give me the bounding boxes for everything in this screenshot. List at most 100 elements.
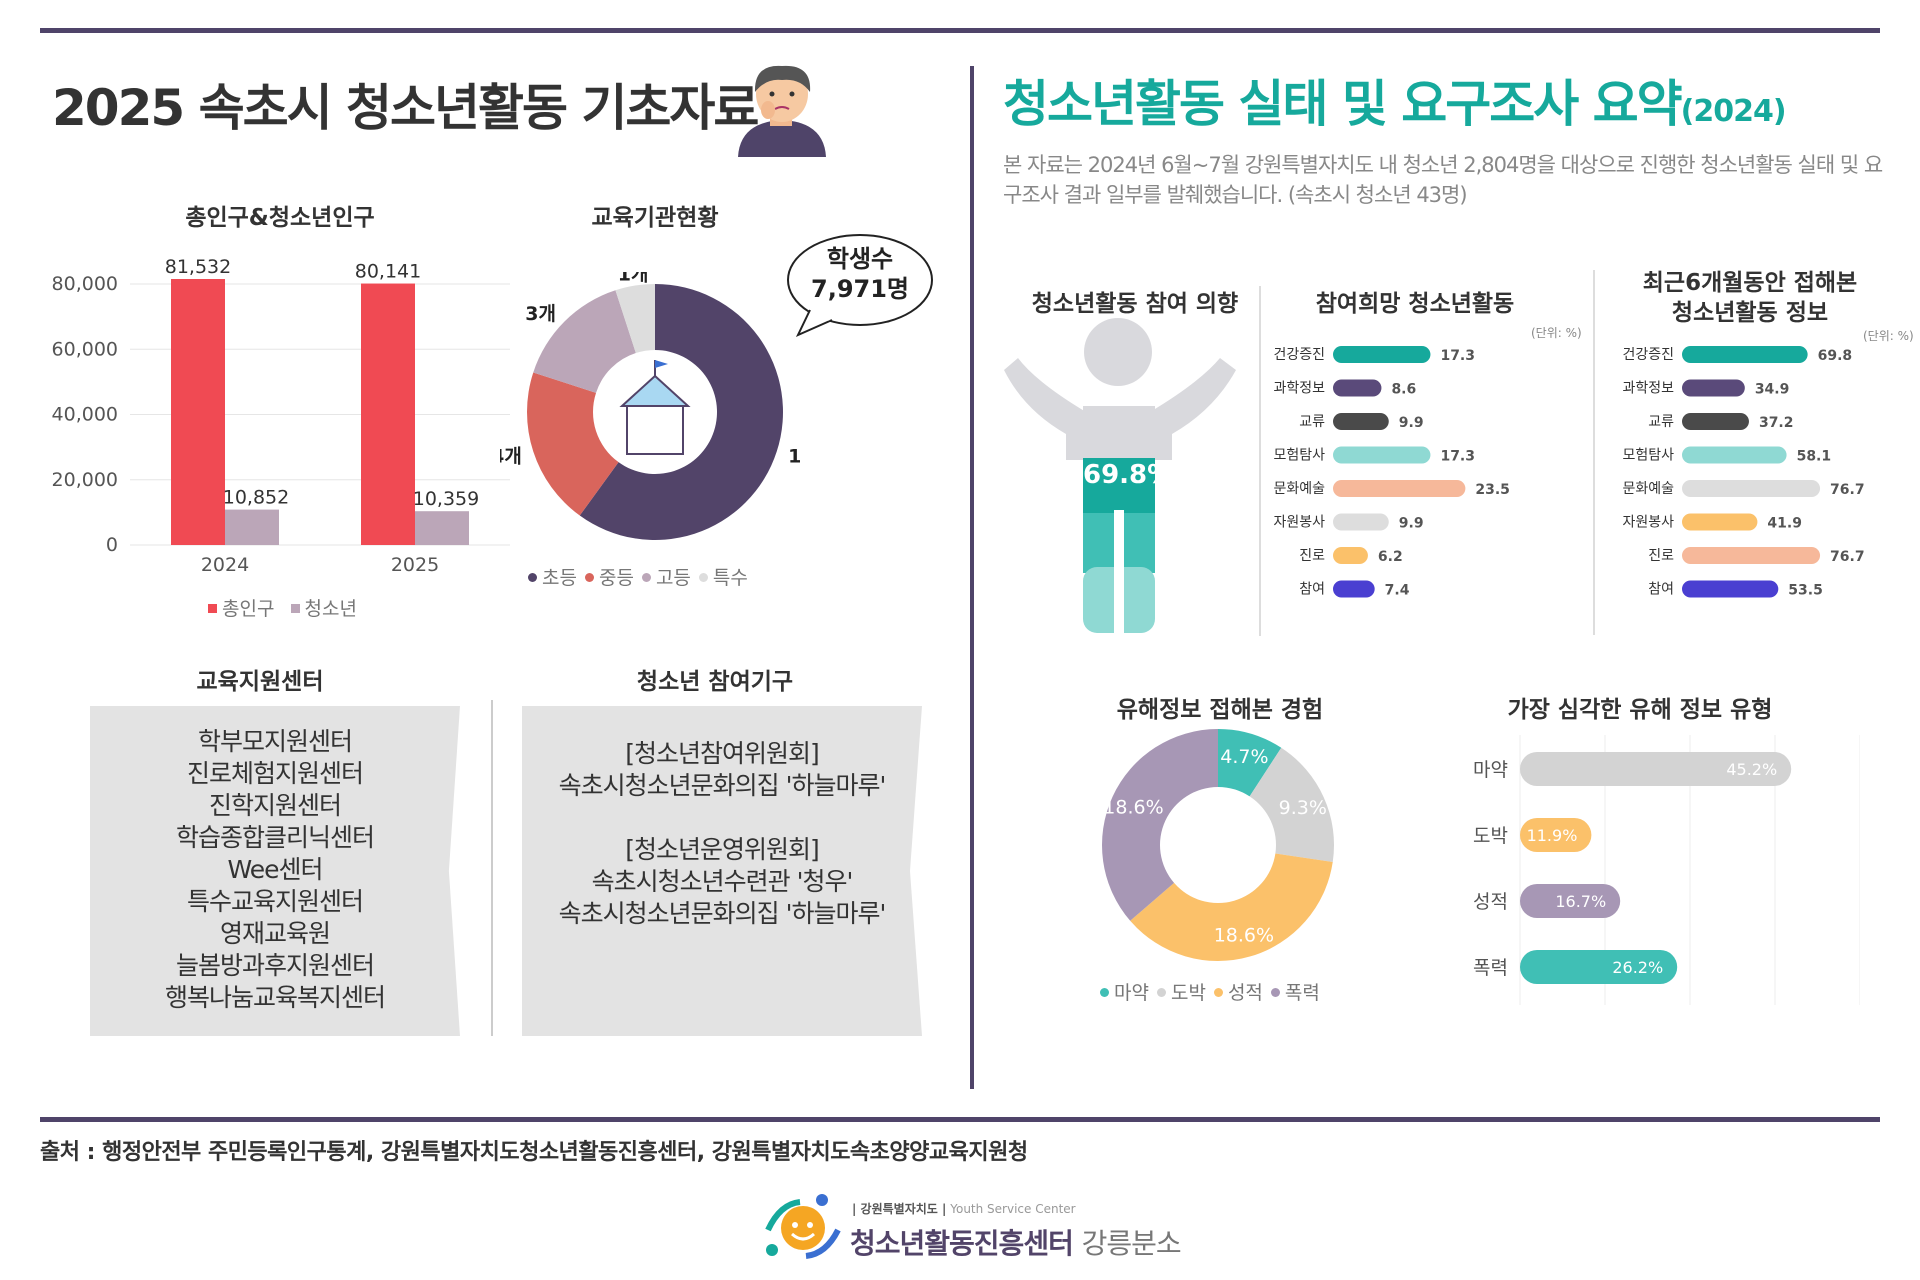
school-legend-dot: [528, 573, 537, 582]
school-slice-label: 1개: [618, 272, 649, 286]
desired-activity-value: 6.2: [1378, 549, 1403, 565]
desired-activities-chart: 건강증진 17.3 과학정보 8.6 교류 9.9 모험탐사 17.3 문화예술 23.5 자원봉사…: [1273, 346, 1510, 599]
school-legend-dot: [698, 573, 708, 582]
intention-section-title: 청소년활동 참여 의향: [1031, 291, 1239, 317]
recent-info-bar: [1682, 547, 1821, 564]
desired-activity-bar: [1333, 379, 1382, 397]
school-slice-label: 12개: [788, 445, 800, 467]
support-center-item: 행복나눔교육복지센터: [164, 983, 386, 1012]
recent-info-category: 건강증진: [1622, 347, 1674, 363]
schools-legend: 초등 중등 고등 특수: [520, 563, 748, 590]
schools-section-title: 교육기관현황: [591, 205, 719, 231]
harmful-type-section-title: 가장 심각한 유해 정보 유형: [1507, 697, 1773, 723]
students-value: 7,971명: [811, 275, 909, 303]
center-logo-icon: [765, 1194, 841, 1259]
right-title-main: 청소년활동 실태 및 요구조사 요약: [1003, 75, 1683, 133]
recent-info-bar: [1682, 580, 1779, 598]
top-rule: [40, 28, 1880, 33]
desired-section-title: 참여희망 청소년활동: [1315, 291, 1515, 317]
school-slice-label: 4개: [500, 445, 522, 467]
harmful-donut-slice: [1130, 853, 1333, 961]
recent-info-value: 69.8: [1818, 348, 1853, 364]
school-house-icon: [619, 360, 691, 455]
population-y-tick: 40,000: [52, 404, 118, 426]
logo-region: | 강원특별자치도 |: [852, 1202, 947, 1216]
students-count: 학생수 7,971명: [790, 244, 930, 304]
harmful-legend-label: 마약: [1114, 982, 1149, 1004]
recent-info-category: 자원봉사: [1622, 515, 1674, 531]
population-bar: [415, 511, 469, 545]
harmful-slice-label: 9.3%: [1279, 797, 1327, 819]
desired-activity-category: 문화예술: [1273, 481, 1325, 497]
school-legend-label: 고등: [655, 567, 691, 589]
population-y-tick: 20,000: [52, 469, 118, 491]
recent-info-bar: [1682, 480, 1821, 497]
recent-unit-label: (단위: %): [1863, 329, 1914, 343]
desired-activity-bar: [1333, 547, 1368, 564]
recent-info-category: 참여: [1648, 582, 1674, 598]
panel-divider: [491, 700, 493, 1036]
divider-recent: [1593, 270, 1595, 635]
harmful-legend-label: 폭력: [1284, 982, 1320, 1004]
harmful-type-bar: [1520, 752, 1792, 786]
legend-swatch-total: [208, 604, 217, 613]
population-legend: 총인구 청소년: [198, 594, 357, 621]
participation-body-item: [522, 802, 922, 834]
participation-body-item: [청소년참여위원회]: [625, 739, 820, 768]
recent-info-category: 교류: [1648, 414, 1674, 430]
population-section-title: 총인구&청소년인구: [185, 205, 375, 231]
harmful-legend-label: 성적: [1227, 982, 1263, 1004]
recent-info-bar: [1682, 513, 1758, 531]
support-center-item: Wee센터: [227, 855, 323, 884]
desired-activity-category: 자원봉사: [1273, 515, 1325, 531]
desired-activity-bar: [1333, 346, 1431, 363]
desired-activity-value: 17.3: [1440, 449, 1475, 465]
desired-activity-bar: [1333, 413, 1389, 430]
population-x-tick: 2025: [391, 554, 439, 576]
support-center-item: 영재교육원: [219, 919, 331, 948]
recent-info-value: 76.7: [1830, 482, 1865, 498]
recent-info-value: 41.9: [1767, 516, 1802, 532]
bottom-rule: [40, 1117, 1880, 1122]
desired-activity-bar: [1333, 513, 1389, 531]
desired-activity-value: 23.5: [1475, 482, 1510, 498]
left-page-title: 2025 속초시 청소년활동 기초자료: [52, 79, 759, 137]
participation-bodies-panel: [청소년참여위원회] 속초시청소년문화의집 '하늘마루' [청소년운영위원회] 속초…: [522, 706, 922, 1036]
logo-name: 청소년활동진흥센터 강릉분소: [850, 1222, 1182, 1262]
harmful-exp-section-title: 유해정보 접해본 경험: [1116, 697, 1324, 723]
recent-info-category: 모험탐사: [1622, 448, 1674, 464]
recent-info-value: 53.5: [1788, 583, 1823, 599]
population-bar-label: 81,532: [165, 256, 231, 278]
support-centers-panel: 학부모지원센터 진로체험지원센터 진학지원센터 학습종합클리닉센터 Wee센터 특수교육지…: [90, 706, 460, 1036]
vertical-divider: [970, 66, 974, 1089]
school-legend-dot: [584, 573, 594, 582]
right-title-year: (2024): [1680, 94, 1787, 129]
harmful-donut-slice: [1102, 729, 1218, 921]
recent-info-category: 문화예술: [1622, 481, 1674, 497]
school-donut-slice: [615, 284, 655, 354]
harmful-type-category: 성적: [1473, 891, 1508, 913]
desired-activity-value: 8.6: [1391, 382, 1416, 398]
desired-activity-value: 7.4: [1385, 583, 1410, 599]
school-slice-label: 3개: [525, 303, 556, 325]
population-y-tick: 60,000: [52, 338, 118, 360]
harmful-type-category: 마약: [1473, 759, 1508, 781]
desired-activity-category: 교류: [1299, 414, 1325, 430]
participation-body-item: [청소년운영위원회]: [625, 835, 820, 864]
harmful-type-value: 16.7%: [1555, 892, 1606, 911]
legend-youth-label: 청소년: [304, 598, 357, 620]
harmful-type-value: 45.2%: [1726, 760, 1777, 779]
harmful-legend-dot: [1213, 988, 1223, 997]
harmful-type-category: 폭력: [1473, 957, 1508, 979]
harmful-type-bar: [1520, 950, 1678, 984]
school-legend-dot: [641, 573, 651, 582]
desired-activity-category: 건강증진: [1273, 347, 1325, 363]
recent-info-value: 37.2: [1759, 415, 1794, 431]
desired-activity-bar: [1333, 446, 1431, 464]
school-legend-label: 특수: [712, 567, 748, 589]
recent-info-category: 진로: [1648, 548, 1674, 564]
desired-activity-value: 9.9: [1399, 415, 1424, 431]
harmful-type-chart: 마약 45.2% 도박 11.9% 성적 16.7% 폭력 26.2%: [1473, 735, 1860, 1005]
harmful-type-category: 도박: [1473, 825, 1508, 847]
harmful-legend-dot: [1270, 988, 1280, 997]
